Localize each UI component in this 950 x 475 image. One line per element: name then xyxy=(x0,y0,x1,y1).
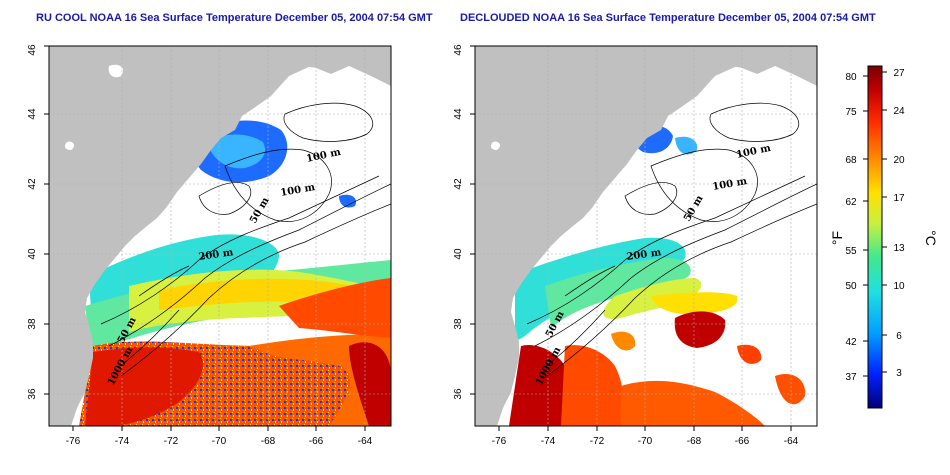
f-tick-label: 42 xyxy=(845,337,857,348)
y-tick-label: 44 xyxy=(453,108,464,120)
y-tick-label: 40 xyxy=(453,248,464,260)
colorbar-unit-celsius: °C xyxy=(923,230,939,246)
x-tick-label: -76 xyxy=(66,436,81,447)
c-tick-label: 17 xyxy=(893,193,905,204)
c-tick-label: 6 xyxy=(896,331,902,342)
left-panel-title: RU COOL NOAA 16 Sea Surface Temperature … xyxy=(36,12,433,24)
y-tick-label: 46 xyxy=(27,44,38,56)
y-tick-label: 40 xyxy=(27,248,38,260)
y-tick-label: 38 xyxy=(453,318,464,330)
y-tick-label: 42 xyxy=(27,178,38,190)
colorbar: 80 75 68 62 55 50 42 37 27 24 20 17 13 1… xyxy=(829,65,939,409)
isobath-label: 200 m xyxy=(626,247,663,263)
y-tick-label: 46 xyxy=(453,44,464,56)
x-tick-label: -76 xyxy=(492,436,507,447)
c-tick-label: 3 xyxy=(896,368,902,379)
f-tick-label: 50 xyxy=(845,281,857,292)
left-map: 100 m 100 m 50 m 200 m 50 m 1000 m -76 -… xyxy=(27,44,392,447)
colorbar-ramp xyxy=(867,65,883,409)
x-tick-label: -68 xyxy=(261,436,276,447)
c-tick-label: 24 xyxy=(893,106,905,117)
right-map: 100 m 100 m 50 m 200 m 50 m 1000 m -76 -… xyxy=(453,44,818,447)
f-tick-label: 62 xyxy=(845,197,857,208)
y-tick-label: 36 xyxy=(453,388,464,400)
colorbar-ticks xyxy=(863,71,887,377)
f-tick-label: 55 xyxy=(845,246,857,257)
f-tick-label: 68 xyxy=(845,155,857,166)
x-tick-label: -66 xyxy=(735,436,750,447)
y-tick-label: 36 xyxy=(27,388,38,400)
left-map-frame xyxy=(48,45,392,427)
x-tick-label: -68 xyxy=(687,436,702,447)
x-tick-label: -72 xyxy=(590,436,605,447)
f-tick-label: 75 xyxy=(845,107,857,118)
c-tick-label: 27 xyxy=(893,68,905,79)
c-tick-label: 20 xyxy=(893,155,905,166)
x-tick-label: -64 xyxy=(784,436,799,447)
colorbar-unit-fahrenheit: °F xyxy=(829,231,845,245)
x-tick-label: -70 xyxy=(638,436,653,447)
x-tick-label: -66 xyxy=(309,436,324,447)
x-tick-label: -72 xyxy=(164,436,179,447)
y-tick-label: 44 xyxy=(27,108,38,120)
x-tick-label: -74 xyxy=(541,436,556,447)
left-axis-ticks xyxy=(44,45,366,431)
c-tick-label: 10 xyxy=(893,281,905,292)
right-panel-title: DECLOUDED NOAA 16 Sea Surface Temperatur… xyxy=(460,12,876,24)
y-tick-label: 42 xyxy=(453,178,464,190)
right-axis-ticks xyxy=(470,45,792,431)
c-tick-label: 13 xyxy=(893,243,905,254)
f-tick-label: 37 xyxy=(845,372,857,383)
right-map-frame xyxy=(474,45,818,427)
x-tick-label: -74 xyxy=(115,436,130,447)
y-tick-label: 38 xyxy=(27,318,38,330)
isobath-label: 200 m xyxy=(198,247,235,263)
x-tick-label: -70 xyxy=(212,436,227,447)
f-tick-label: 80 xyxy=(845,72,857,83)
x-tick-label: -64 xyxy=(358,436,373,447)
